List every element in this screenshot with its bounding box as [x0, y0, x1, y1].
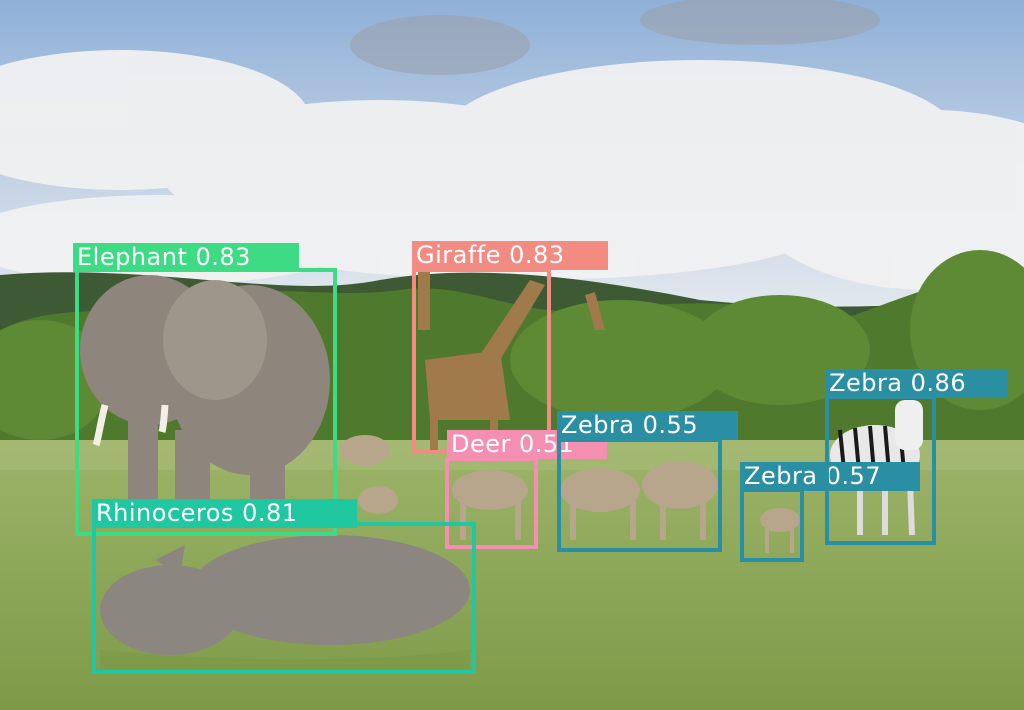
zebra-right-detection-label: Zebra 0.86 — [825, 369, 1007, 398]
zebra-small-bounding-box — [740, 488, 804, 562]
elephant-detection-label: Elephant 0.83 — [73, 243, 299, 272]
giraffe-detection-label: Giraffe 0.83 — [412, 241, 608, 270]
elephant-bounding-box — [75, 268, 337, 536]
rhinoceros-detection-label: Rhinoceros 0.81 — [92, 499, 357, 528]
rhinoceros-bounding-box — [92, 522, 476, 674]
zebra-mid-bounding-box — [557, 438, 722, 552]
deer-bounding-box — [445, 457, 538, 549]
zebra-mid-detection-label: Zebra 0.55 — [557, 411, 738, 440]
zebra-right-bounding-box — [825, 395, 936, 545]
giraffe-bounding-box — [412, 268, 551, 454]
zebra-small-detection-label: Zebra 0.57 — [740, 462, 920, 491]
